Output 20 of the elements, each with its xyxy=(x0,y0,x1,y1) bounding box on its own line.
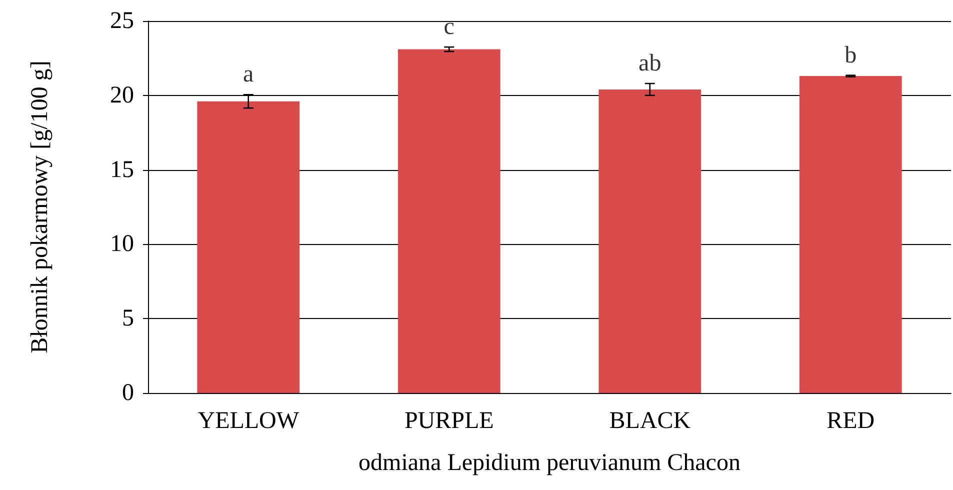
annotation: a xyxy=(243,62,254,88)
y-tick-label: 0 xyxy=(122,380,134,406)
bar xyxy=(598,89,702,393)
annotation: c xyxy=(444,14,454,40)
y-tick-label: 15 xyxy=(110,156,134,183)
annotation: b xyxy=(844,42,857,68)
y-tick-label: 10 xyxy=(110,231,134,258)
x-tick-label: YELLOW xyxy=(198,408,300,434)
y-tick-label: 5 xyxy=(122,306,134,332)
bar xyxy=(799,76,902,393)
x-axis-title: odmiana Lepidium peruvianum Chacon xyxy=(358,450,740,476)
x-tick-label: RED xyxy=(826,408,875,434)
y-axis-title: Błonnik pokarmowy [g/100 g] xyxy=(27,60,53,354)
bar xyxy=(398,49,500,393)
y-tick-label: 20 xyxy=(110,82,134,108)
y-tick-label: 25 xyxy=(110,8,134,34)
bar xyxy=(197,101,300,393)
x-tick-label: BLACK xyxy=(609,408,692,434)
annotation: ab xyxy=(638,50,662,76)
x-tick-label: PURPLE xyxy=(404,408,494,434)
